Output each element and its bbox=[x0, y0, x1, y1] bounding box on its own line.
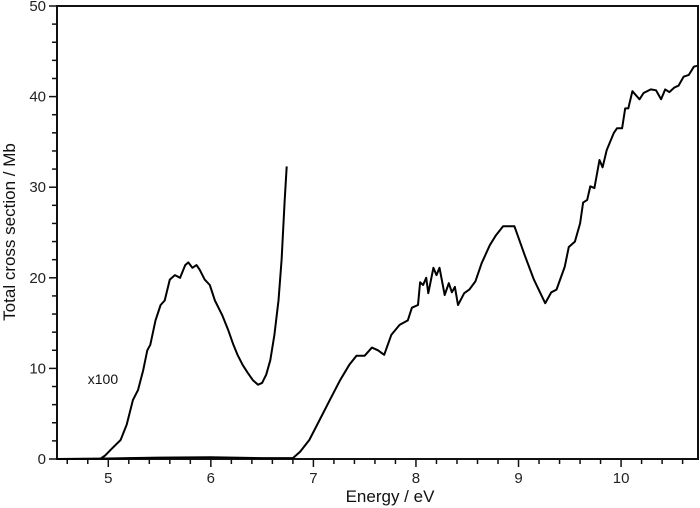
y-axis-title: Total cross section / Mb bbox=[0, 143, 19, 321]
series-group bbox=[56, 64, 698, 460]
y-tick-label: 50 bbox=[29, 0, 46, 15]
x-tick-label: 10 bbox=[613, 470, 630, 487]
series-line-main bbox=[56, 64, 698, 460]
x100-annotation: x100 bbox=[88, 371, 119, 387]
y-tick-label: 0 bbox=[38, 451, 46, 468]
x-tick-label: 9 bbox=[514, 470, 522, 487]
y-tick-label: 20 bbox=[29, 270, 46, 287]
plot-frame bbox=[56, 5, 699, 460]
x-tick-label: 5 bbox=[104, 470, 112, 487]
y-tick-label: 40 bbox=[29, 89, 46, 106]
y-tick-label: 10 bbox=[29, 360, 46, 377]
series-line-x100 bbox=[99, 166, 288, 460]
axes: 5 6 7 8 9 10 0 10 20 30 40 50 bbox=[29, 0, 699, 487]
x-tick-label: 6 bbox=[207, 470, 215, 487]
x-tick-label: 7 bbox=[309, 470, 317, 487]
x-axis-title: Energy / eV bbox=[346, 487, 435, 506]
y-tick-label: 30 bbox=[29, 179, 46, 196]
x-tick-label: 8 bbox=[412, 470, 420, 487]
